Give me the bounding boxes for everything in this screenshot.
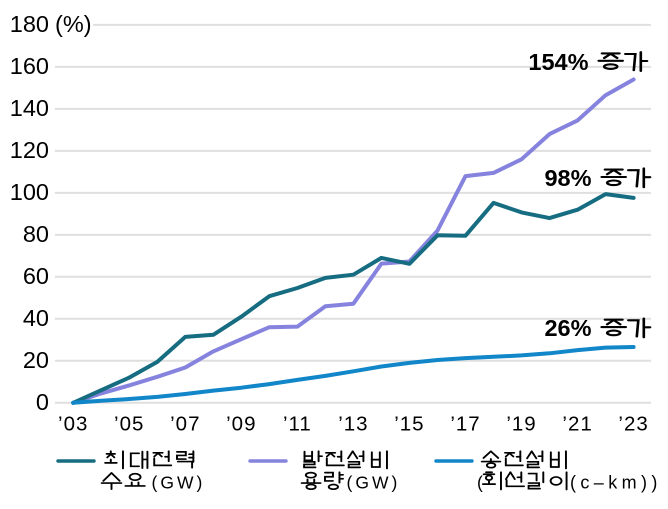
svg-text:’05: ’05 (114, 413, 144, 436)
svg-text:100: 100 (10, 179, 49, 205)
svg-text:0: 0 (36, 389, 49, 415)
svg-text:’09: ’09 (226, 413, 256, 436)
svg-text:’23: ’23 (618, 413, 648, 436)
svg-text:’11: ’11 (283, 413, 312, 436)
svg-text:154%: 154% (528, 49, 588, 75)
svg-text:(: ( (477, 473, 483, 493)
svg-text:160: 160 (10, 53, 49, 79)
svg-text:(GW): (GW) (152, 473, 206, 493)
svg-text:80: 80 (23, 221, 49, 247)
svg-text:26%: 26% (544, 315, 591, 341)
svg-text:’19: ’19 (506, 413, 536, 436)
svg-text:(c–km)): (c–km)) (570, 473, 662, 493)
svg-text:(GW): (GW) (347, 473, 401, 493)
svg-text:’03: ’03 (58, 413, 88, 436)
svg-text:180: 180 (10, 11, 49, 37)
svg-text:120: 120 (10, 137, 49, 163)
svg-text:98%: 98% (544, 165, 591, 191)
svg-text:20: 20 (23, 347, 49, 373)
svg-text:’07: ’07 (170, 413, 200, 436)
svg-text:40: 40 (23, 305, 49, 331)
svg-text:140: 140 (10, 95, 49, 121)
svg-text:’13: ’13 (338, 413, 368, 436)
svg-text:’21: ’21 (562, 413, 592, 436)
svg-text:60: 60 (23, 263, 49, 289)
svg-text:’17: ’17 (450, 413, 480, 436)
svg-text:(%): (%) (55, 11, 92, 37)
svg-text:’15: ’15 (394, 413, 424, 436)
